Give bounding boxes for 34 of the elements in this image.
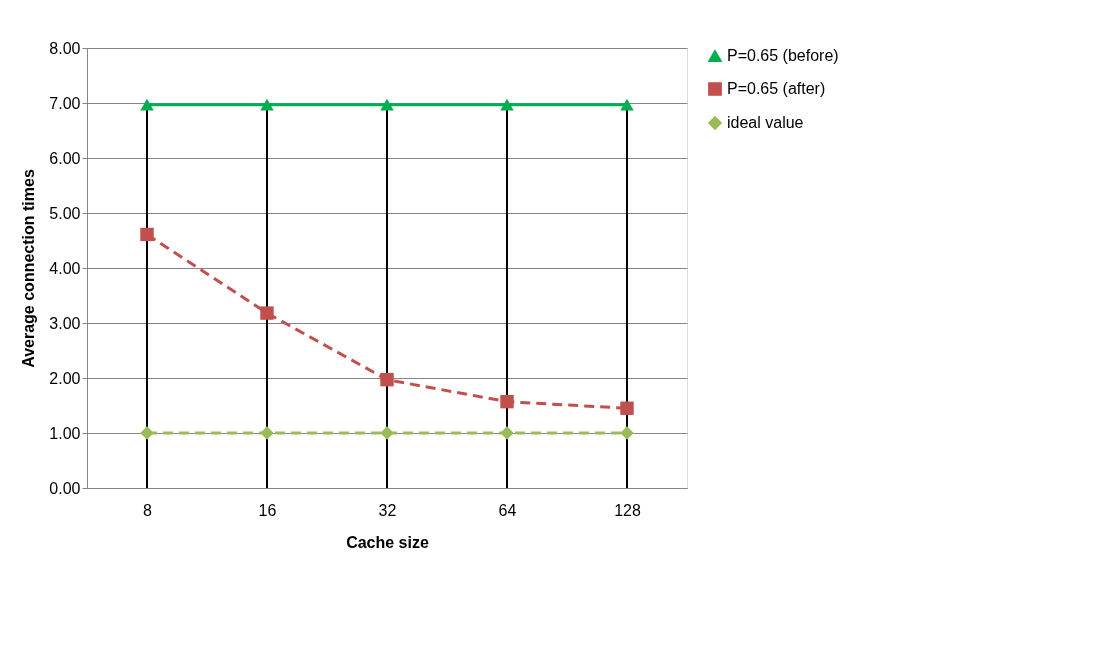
y-tick-label: 0.00 (49, 479, 81, 497)
point (620, 426, 634, 440)
point (260, 426, 274, 440)
point (380, 372, 394, 387)
point (140, 227, 154, 242)
y-tick-label: 5.00 (49, 204, 81, 222)
x-tick-label: 16 (258, 501, 277, 519)
legend-label: P=0.65 (before) (727, 47, 839, 64)
point (500, 394, 514, 409)
legend-label: ideal value (727, 114, 804, 131)
point (260, 98, 274, 111)
point (260, 306, 274, 320)
y-tick-label: 1.00 (49, 424, 81, 442)
y-tick-label: 8.00 (49, 39, 81, 57)
point (140, 426, 154, 440)
y-tick-label: 6.00 (49, 149, 81, 167)
x-axis-title: Cache size (346, 533, 429, 551)
point (380, 426, 394, 440)
point (500, 98, 514, 111)
point (620, 401, 634, 415)
x-tick-label: 128 (614, 501, 641, 519)
x-tick-label: 64 (498, 501, 517, 519)
y-tick-label: 4.00 (49, 259, 81, 277)
y-tick-label: 3.00 (49, 314, 81, 332)
point (140, 98, 154, 111)
y-tick-label: 2.00 (49, 369, 81, 387)
y-tick-label: 7.00 (49, 94, 81, 112)
y-axis-title: Average connection times (20, 169, 38, 368)
point (380, 98, 394, 111)
legend-label: P=0.65 (after) (727, 80, 826, 97)
point (500, 426, 514, 440)
x-tick-label: 8 (143, 501, 153, 519)
x-tick-label: 32 (378, 501, 397, 519)
point (620, 98, 634, 111)
